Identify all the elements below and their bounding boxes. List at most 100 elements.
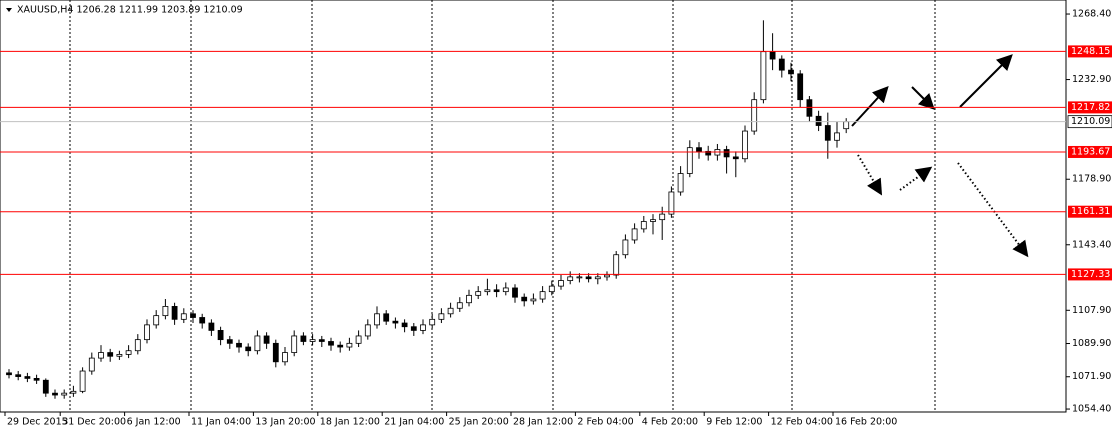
candle-body <box>751 99 758 132</box>
candle-body <box>447 307 454 315</box>
x-tick-label: 31 Dec 20:00 <box>62 417 126 428</box>
x-tick-label: 21 Jan 04:00 <box>384 417 444 428</box>
candle-body <box>217 330 224 341</box>
candle-body <box>98 352 104 359</box>
level-label-bg <box>1068 45 1112 58</box>
level-label-bg <box>1068 101 1112 114</box>
candle-body <box>539 291 546 300</box>
candle-body <box>640 221 647 230</box>
x-tick-label: 29 Dec 2015 <box>7 417 68 428</box>
current-price-label: 1210.09 <box>1071 116 1110 127</box>
candle-body <box>42 379 49 394</box>
candle-body <box>254 335 261 352</box>
level-label: 1161.31 <box>1071 206 1110 217</box>
candle-body <box>834 132 840 141</box>
candle-body <box>61 392 68 396</box>
candle-body <box>631 228 638 241</box>
x-tick-label: 9 Feb 12:00 <box>706 417 762 428</box>
candle-body <box>300 335 307 342</box>
candle-body <box>383 313 390 322</box>
x-tick-label: 28 Jan 12:00 <box>513 417 573 428</box>
candle-body <box>548 285 555 293</box>
candle-body <box>594 276 601 280</box>
candle-body <box>705 150 712 156</box>
candle-body <box>475 291 482 296</box>
candle-body <box>355 335 362 344</box>
candle-body <box>328 341 334 346</box>
y-tick-label: 1232.90 <box>1072 74 1111 85</box>
candle-body <box>576 276 583 279</box>
candle-body <box>788 69 794 75</box>
candle-body <box>346 342 353 348</box>
x-tick-label: 4 Feb 20:00 <box>642 417 698 428</box>
level-label: 1127.33 <box>1071 269 1110 280</box>
level-label: 1248.15 <box>1071 46 1110 57</box>
candle-body <box>190 313 196 318</box>
candle-body <box>107 352 114 357</box>
candle-body <box>420 324 426 331</box>
candle-body <box>732 156 739 160</box>
candle-body <box>33 378 40 381</box>
candle-body <box>484 289 491 293</box>
x-tick-label: 16 Feb 20:00 <box>835 417 897 428</box>
candle-body <box>613 254 620 276</box>
candle-body <box>696 147 702 152</box>
current-price-bg <box>1067 115 1112 129</box>
candle-body <box>456 302 463 309</box>
candle-body <box>199 317 206 324</box>
candle-body <box>236 342 242 348</box>
level-label-bg <box>1068 268 1112 281</box>
candle-body <box>364 324 371 337</box>
candle-body <box>125 350 132 355</box>
candle-body <box>171 306 178 320</box>
candle-body <box>650 219 656 222</box>
chart-title: XAUUSD,H4 1206.28 1211.99 1203.89 1210.0… <box>17 5 243 16</box>
x-tick-label: 11 Jan 04:00 <box>191 417 251 428</box>
candle-body <box>291 335 298 353</box>
x-tick-label: 2 Feb 04:00 <box>577 417 633 428</box>
candle-body <box>429 318 436 326</box>
candle-body <box>245 346 252 352</box>
candle-body <box>208 322 215 331</box>
candle-body <box>70 390 77 394</box>
x-tick-label: 13 Jan 20:00 <box>255 417 315 428</box>
candle-body <box>558 280 564 287</box>
candle-body <box>282 352 288 363</box>
candle-body <box>79 370 86 392</box>
candle-body <box>769 51 776 60</box>
candle-body <box>52 392 58 396</box>
candle-body <box>815 115 822 126</box>
candle-body <box>318 339 325 342</box>
candle-body <box>521 296 528 302</box>
level-label-bg <box>1068 145 1112 158</box>
candle-body <box>309 339 316 342</box>
candle-body <box>686 147 693 174</box>
plot-frame <box>0 0 1067 413</box>
candle-body <box>116 354 123 357</box>
candle-body <box>742 130 748 160</box>
candle-body <box>88 357 95 372</box>
candle-body <box>466 294 472 304</box>
candle-body <box>226 339 233 344</box>
candle-body <box>723 149 730 158</box>
candle-body <box>438 313 445 320</box>
candle-body <box>401 322 408 328</box>
x-tick-label: 12 Feb 04:00 <box>771 417 833 428</box>
y-tick-label: 1054.40 <box>1072 404 1111 415</box>
y-tick-label: 1107.90 <box>1072 305 1111 316</box>
candle-body <box>677 173 684 193</box>
candle-body <box>180 313 187 320</box>
candle-body <box>493 289 500 293</box>
candle-body <box>585 276 592 280</box>
candle-body <box>392 320 399 324</box>
candle-body <box>24 376 31 379</box>
candle-body <box>604 274 610 278</box>
menu-triangle[interactable] <box>6 8 12 12</box>
candle-body <box>15 374 22 377</box>
y-tick-label: 1089.90 <box>1072 338 1111 349</box>
candle-body <box>272 342 279 363</box>
candle-body <box>530 298 537 302</box>
x-tick-label: 6 Jan 12:00 <box>127 417 181 428</box>
candle-body <box>502 287 509 293</box>
candle-body <box>337 344 344 348</box>
